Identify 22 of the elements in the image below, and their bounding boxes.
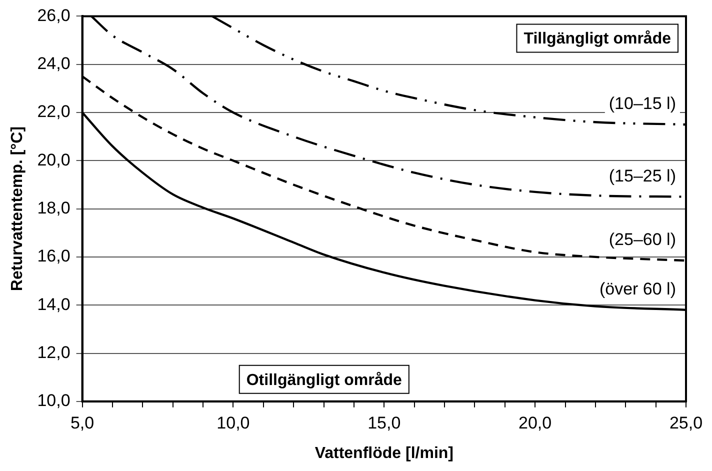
x-tick-label: 10,0 <box>216 413 250 432</box>
annotation: Tillgängligt område <box>524 30 672 48</box>
series-label: (10–15 l) <box>608 94 676 114</box>
y-tick-label: 18,0 <box>37 198 70 218</box>
y-tick-label: 22,0 <box>37 102 70 122</box>
series-label: (15–25 l) <box>608 166 676 186</box>
series-label: (över 60 l) <box>599 280 676 299</box>
series-label: (25–60 l) <box>608 230 676 250</box>
x-tick-label: 5,0 <box>70 413 94 432</box>
y-tick-label: 24,0 <box>37 54 70 74</box>
y-tick-label: 16,0 <box>37 246 70 266</box>
y-tick-label: 14,0 <box>37 294 70 314</box>
annotation: Otillgängligt område <box>246 370 402 389</box>
x-tick-label: 15,0 <box>368 413 401 432</box>
x-tick-label: 20,0 <box>518 413 552 432</box>
y-tick-label: 10,0 <box>37 391 70 410</box>
y-axis-title: Returvattentemp. [°C] <box>9 126 26 292</box>
y-tick-label: 12,0 <box>37 342 70 362</box>
y-tick-label: 26,0 <box>37 6 70 25</box>
x-axis-title: Vattenflöde [l/min] <box>314 444 454 462</box>
x-tick-label: 25,0 <box>669 413 703 432</box>
y-tick-label: 20,0 <box>37 150 70 170</box>
